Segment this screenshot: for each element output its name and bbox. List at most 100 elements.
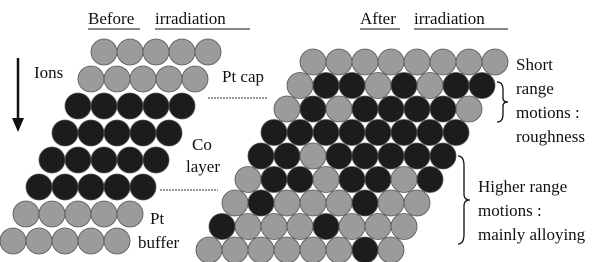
atom	[352, 237, 378, 262]
atom	[300, 237, 326, 262]
atom	[430, 96, 456, 122]
brace	[497, 82, 508, 122]
atom	[130, 66, 156, 92]
atom	[404, 143, 430, 169]
atom	[274, 190, 300, 216]
atom	[248, 190, 274, 216]
atom	[248, 237, 274, 262]
atom	[365, 73, 391, 99]
atom	[91, 39, 117, 65]
atom	[313, 73, 339, 99]
atom	[430, 143, 456, 169]
atom	[196, 237, 222, 262]
atom	[156, 66, 182, 92]
atom	[143, 147, 169, 173]
atom	[300, 190, 326, 216]
atom	[287, 120, 313, 146]
atom	[326, 237, 352, 262]
atom	[13, 201, 39, 227]
atom	[65, 201, 91, 227]
atom	[130, 120, 156, 146]
higher-text: motions :	[478, 201, 542, 220]
atom	[274, 96, 300, 122]
buffer-label: buffer	[138, 233, 180, 252]
atom	[443, 73, 469, 99]
atom	[352, 96, 378, 122]
pt-label: Pt	[150, 209, 164, 228]
atom	[78, 66, 104, 92]
atom	[143, 39, 169, 65]
atom	[39, 201, 65, 227]
atom	[0, 228, 26, 254]
atom	[261, 167, 287, 193]
atom	[287, 73, 313, 99]
atom	[352, 49, 378, 75]
atom	[430, 49, 456, 75]
after-label: After	[360, 9, 396, 28]
atom	[378, 96, 404, 122]
atom	[352, 143, 378, 169]
atom	[261, 120, 287, 146]
layer-label: layer	[186, 157, 220, 176]
after-irradiation: irradiation	[414, 9, 485, 28]
atom	[222, 237, 248, 262]
short-text: motions :	[516, 103, 580, 122]
atom	[365, 214, 391, 240]
atom	[235, 214, 261, 240]
atom	[91, 93, 117, 119]
atom	[378, 190, 404, 216]
atom	[274, 237, 300, 262]
atom	[417, 73, 443, 99]
atom	[65, 147, 91, 173]
atom	[339, 120, 365, 146]
atom	[52, 228, 78, 254]
atom	[365, 120, 391, 146]
atom	[169, 93, 195, 119]
atom	[326, 96, 352, 122]
atom	[26, 174, 52, 200]
atom	[104, 66, 130, 92]
atom	[91, 147, 117, 173]
atom	[52, 120, 78, 146]
atom	[78, 120, 104, 146]
atom	[404, 96, 430, 122]
atom	[300, 96, 326, 122]
ions-label: Ions	[34, 63, 63, 82]
atom	[378, 49, 404, 75]
atom	[326, 190, 352, 216]
atom	[182, 66, 208, 92]
short-text: Short	[516, 55, 553, 74]
atom	[248, 143, 274, 169]
atom	[313, 214, 339, 240]
higher-text: mainly alloying	[478, 225, 586, 244]
atom	[326, 49, 352, 75]
atom	[117, 201, 143, 227]
atom	[417, 167, 443, 193]
pt-cap-label: Pt cap	[222, 67, 264, 86]
before-label: Before	[88, 9, 134, 28]
atom	[300, 143, 326, 169]
atom	[104, 228, 130, 254]
diagram: Before irradiation After irradiation Ion…	[0, 0, 607, 262]
atom	[443, 120, 469, 146]
atom	[378, 143, 404, 169]
atom	[404, 49, 430, 75]
atom	[287, 167, 313, 193]
atom	[169, 39, 195, 65]
short-text: range	[516, 79, 554, 98]
atom	[391, 167, 417, 193]
higher-text: Higher range	[478, 177, 567, 196]
atom	[39, 147, 65, 173]
atom	[300, 49, 326, 75]
atom	[274, 143, 300, 169]
atom	[130, 174, 156, 200]
atom	[482, 49, 508, 75]
atom	[117, 93, 143, 119]
atom	[417, 120, 443, 146]
atom	[391, 214, 417, 240]
atom	[209, 214, 235, 240]
atom	[78, 228, 104, 254]
atom	[52, 174, 78, 200]
atom	[391, 73, 417, 99]
brace	[458, 156, 470, 244]
